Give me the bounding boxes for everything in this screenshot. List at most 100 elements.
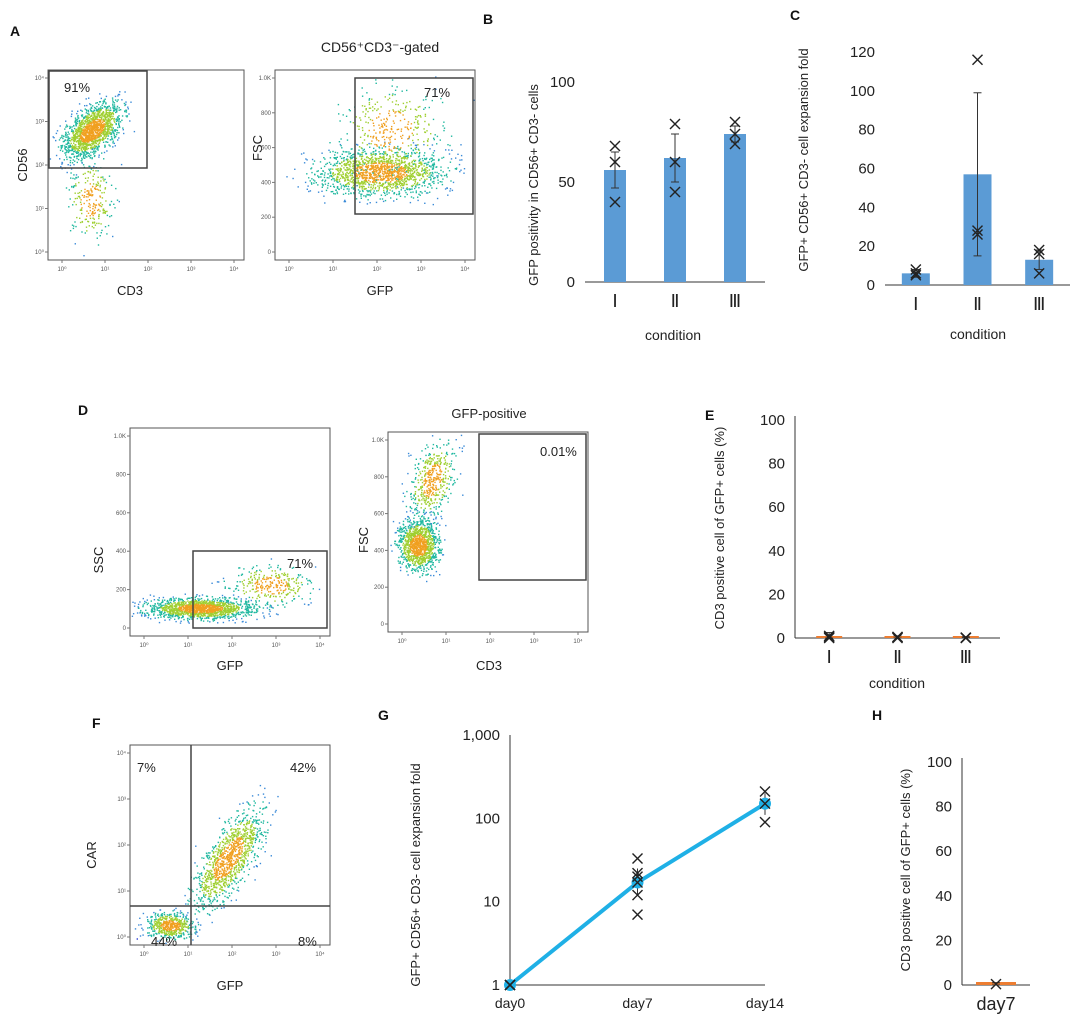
y-tick-label: 200 xyxy=(116,588,127,594)
x-tick-label: 10² xyxy=(486,639,495,645)
x-tick-label: Ⅰ xyxy=(612,291,617,311)
panel-e-bar-chart: CD3 positive cell of GFP+ cells (%) cond… xyxy=(712,412,1000,691)
gate xyxy=(354,77,474,215)
y-tick-label: 800 xyxy=(116,472,127,478)
x-axis-label: GFP xyxy=(217,658,244,673)
y-tick-label: 40 xyxy=(935,888,952,905)
x-tick-label: 10⁴ xyxy=(573,638,583,645)
x-tick-label: 10² xyxy=(144,267,153,273)
x-axis-label: GFP xyxy=(367,283,394,298)
data-point-marker xyxy=(669,118,681,130)
x-tick-label: 10² xyxy=(228,643,237,649)
marker-stroke xyxy=(609,140,621,152)
y-tick-label: 1.0K xyxy=(259,76,271,82)
x-tick-label: day7 xyxy=(622,995,653,1011)
y-tick-label: 0 xyxy=(567,274,575,291)
x-tick-label: 10⁰ xyxy=(139,951,149,958)
y-tick-label: 0 xyxy=(777,630,785,647)
x-tick-label: 10¹ xyxy=(101,267,110,273)
data-point-marker xyxy=(632,909,643,921)
panel-label-d: D xyxy=(78,402,88,418)
gate-label: 91% xyxy=(64,80,90,95)
y-axis-label: CD3 positive cell of GFP+ cells (%) xyxy=(898,769,913,972)
bar xyxy=(901,273,930,285)
x-axis-label: condition xyxy=(950,326,1006,342)
marker-stroke xyxy=(609,196,621,208)
x-tick-label: 10⁴ xyxy=(460,266,470,273)
y-tick-label: 400 xyxy=(116,549,127,555)
marker-stroke xyxy=(609,156,621,168)
y-tick-label: 10⁰ xyxy=(35,249,45,256)
data-point-marker xyxy=(632,867,643,879)
data-point-marker xyxy=(972,229,983,241)
y-axis-label: CAR xyxy=(84,841,99,868)
data-point-marker xyxy=(823,631,835,643)
marker-stroke xyxy=(823,630,835,642)
data-point-marker xyxy=(669,186,681,198)
x-tick-label: 10⁴ xyxy=(229,266,239,273)
x-tick-label: 10¹ xyxy=(329,267,338,273)
y-tick-label: 10³ xyxy=(117,797,126,803)
y-tick-label: 0 xyxy=(867,277,875,294)
y-tick-label: 80 xyxy=(768,456,785,473)
gate xyxy=(192,550,328,629)
y-tick-label: 10⁴ xyxy=(35,75,45,82)
data-point-marker xyxy=(1033,267,1045,279)
data-point-marker xyxy=(504,979,516,991)
panel-label-e: E xyxy=(705,407,714,423)
x-tick-label: Ⅱ xyxy=(973,294,982,314)
data-point-marker xyxy=(759,785,771,797)
marker-stroke xyxy=(1033,244,1045,256)
y-tick-label: 10⁰ xyxy=(117,934,127,941)
y-tick-label: 10¹ xyxy=(117,889,126,895)
x-tick-label: day0 xyxy=(495,995,526,1011)
y-tick-label: 200 xyxy=(261,215,272,221)
data-point-marker xyxy=(972,54,983,66)
y-tick-label: 40 xyxy=(768,543,785,560)
data-point-marker xyxy=(972,225,983,237)
panel-a2-flow-fsc-gfp: CD56⁺CD3⁻-gated 71% GFP FSC 10⁰ 10¹ 10² 10³… xyxy=(250,39,476,298)
flow-events xyxy=(286,76,475,206)
plot-frame xyxy=(387,431,589,633)
marker-stroke xyxy=(972,54,983,66)
x-tick-label: 10³ xyxy=(272,643,281,649)
data-point-marker xyxy=(729,138,741,150)
quadrant-lower-right: 8% xyxy=(298,934,317,949)
x-tick-label: Ⅰ xyxy=(913,294,918,314)
data-point-marker xyxy=(609,196,621,208)
y-tick-label: 0 xyxy=(123,626,127,632)
x-axis-label: CD3 xyxy=(476,658,502,673)
marker-stroke xyxy=(759,798,771,810)
y-axis-label: GFP+ CD56+ CD3- cell expansion fold xyxy=(408,763,423,986)
x-tick-label: Ⅲ xyxy=(960,647,972,667)
marker-stroke xyxy=(823,631,835,643)
panel-f-flow-car-gfp: 7% 42% 44% 8% GFP CAR 10⁰ 10¹ 10² 10³ 10⁴ 10⁰… xyxy=(84,744,331,993)
panel-a-flow-cd56-cd3: 91% CD3 CD56 10⁰ 10¹ 10² 10³ 10⁴ 10⁰ 10¹ 10² 10³… xyxy=(15,69,245,298)
y-tick-label: 20 xyxy=(935,932,952,949)
y-axis-label: FSC xyxy=(250,135,265,161)
x-axis-label: condition xyxy=(869,675,925,691)
gate xyxy=(48,70,148,169)
panel-label-b: B xyxy=(483,11,493,27)
y-tick-label: 600 xyxy=(116,511,127,517)
marker-stroke xyxy=(1033,267,1045,279)
y-tick-label: 80 xyxy=(858,122,875,139)
y-tick-label: 1 xyxy=(492,977,500,994)
y-tick-label: 100 xyxy=(927,754,952,771)
panel-c-bar-chart: GFP+ CD56+ CD3- cell expansion fold cond… xyxy=(796,44,1070,342)
gate-label: 71% xyxy=(287,556,313,571)
x-tick-label: 10¹ xyxy=(184,952,193,958)
flow-events xyxy=(134,784,279,944)
y-tick-label: 0 xyxy=(944,977,952,994)
bar xyxy=(724,134,746,282)
data-point-marker xyxy=(632,889,643,901)
x-tick-label: 10⁴ xyxy=(315,951,325,958)
y-tick-label: 60 xyxy=(858,161,875,178)
data-point-marker xyxy=(823,630,835,642)
marker-stroke xyxy=(1033,248,1045,260)
x-tick-label: 10⁰ xyxy=(397,638,407,645)
panel-label-h: H xyxy=(872,707,882,723)
marker-stroke xyxy=(759,816,771,828)
x-axis-label: condition xyxy=(645,327,701,343)
